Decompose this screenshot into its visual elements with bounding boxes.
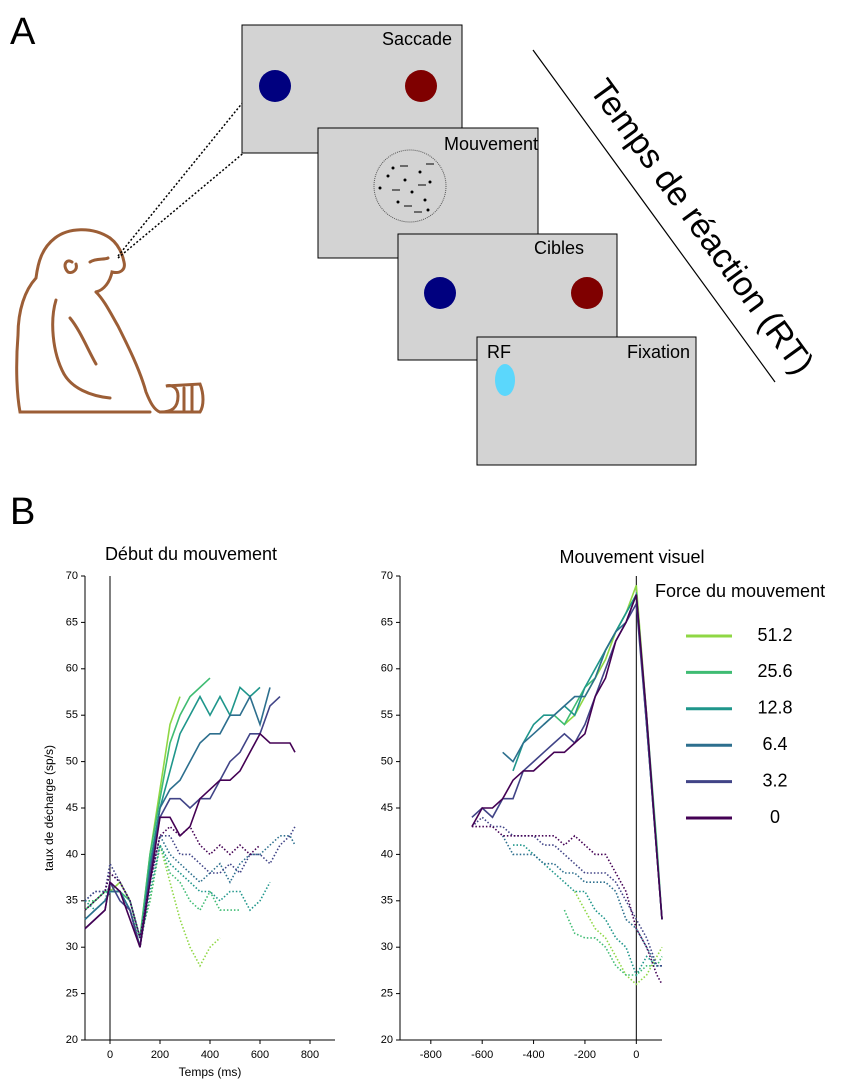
chart-title: Mouvement visuel <box>559 547 704 567</box>
series-line-dotted <box>471 825 663 985</box>
x-tick-label: -800 <box>420 1049 442 1061</box>
series-line-dotted <box>84 826 296 939</box>
screen-label: Cibles <box>534 238 584 258</box>
series-line-dotted <box>84 825 261 939</box>
y-tick-label: 20 <box>66 1034 78 1046</box>
y-tick-label: 50 <box>381 756 393 768</box>
screen-label: Fixation <box>627 342 690 362</box>
panel-label: B <box>10 491 35 533</box>
y-tick-label: 65 <box>66 616 78 628</box>
legend-label: 3.2 <box>762 770 787 790</box>
y-tick-label: 25 <box>66 988 78 1000</box>
series-line <box>84 696 281 948</box>
y-tick-label: 60 <box>66 663 78 675</box>
rt-label: Temps de réaction (RT) <box>582 72 821 381</box>
x-tick-label: 600 <box>251 1049 269 1061</box>
y-tick-label: 55 <box>381 709 393 721</box>
series-line <box>543 591 663 920</box>
series-line <box>84 732 296 948</box>
y-tick-label: 40 <box>66 848 78 860</box>
y-tick-label: 20 <box>381 1034 393 1046</box>
series-line-dotted <box>573 891 663 986</box>
y-tick-label: 30 <box>381 941 393 953</box>
x-axis-label: Temps (ms) <box>179 1065 242 1079</box>
y-tick-label: 30 <box>66 941 78 953</box>
series-line <box>471 601 663 920</box>
series-line <box>84 685 261 948</box>
legend-title: Force du mouvement <box>655 581 825 601</box>
y-tick-label: 70 <box>66 570 78 582</box>
y-tick-label: 40 <box>381 848 393 860</box>
gaze-line <box>117 95 249 257</box>
screen-label: Mouvement <box>444 134 538 154</box>
y-tick-label: 65 <box>381 616 393 628</box>
series-line-dotted <box>513 844 662 977</box>
y-tick-label: 55 <box>66 709 78 721</box>
legend-label: 51.2 <box>757 625 792 645</box>
x-tick-label: 200 <box>151 1049 169 1061</box>
x-tick-label: 800 <box>301 1049 319 1061</box>
x-tick-label: -600 <box>471 1049 493 1061</box>
series-line-dotted <box>563 909 663 976</box>
series-line-dotted <box>84 833 296 939</box>
y-tick-label: 45 <box>66 802 78 814</box>
rf-label: RF <box>487 342 511 362</box>
y-tick-label: 35 <box>66 895 78 907</box>
legend-label: 6.4 <box>762 734 787 754</box>
screen-label: Saccade <box>382 29 452 49</box>
legend-label: 25.6 <box>757 661 792 681</box>
y-tick-label: 25 <box>381 988 393 1000</box>
rt-line <box>532 49 776 383</box>
y-tick-label: 60 <box>381 663 393 675</box>
chart-title: Début du mouvement <box>105 544 277 564</box>
legend-label: 0 <box>770 807 780 827</box>
x-tick-label: 0 <box>107 1049 113 1061</box>
series-line-dotted <box>471 816 662 967</box>
series-line <box>84 677 211 939</box>
series-line <box>84 687 271 948</box>
x-tick-label: 0 <box>633 1049 639 1061</box>
series-line-dotted <box>84 842 271 948</box>
monkey <box>15 228 205 414</box>
panel-label: A <box>10 11 36 53</box>
y-tick-label: 35 <box>381 895 393 907</box>
y-tick-label: 50 <box>66 756 78 768</box>
screen: RF Fixation <box>476 336 697 466</box>
series-line-dotted <box>502 835 662 967</box>
x-tick-label: -200 <box>574 1049 596 1061</box>
x-tick-label: -400 <box>523 1049 545 1061</box>
series-line <box>502 594 663 920</box>
y-tick-label: 70 <box>381 570 393 582</box>
y-axis-label: taux de décharge (sp/s) <box>42 745 56 871</box>
series-line <box>471 594 663 920</box>
x-tick-label: 400 <box>201 1049 219 1061</box>
legend-label: 12.8 <box>757 698 792 718</box>
y-tick-label: 45 <box>381 802 393 814</box>
